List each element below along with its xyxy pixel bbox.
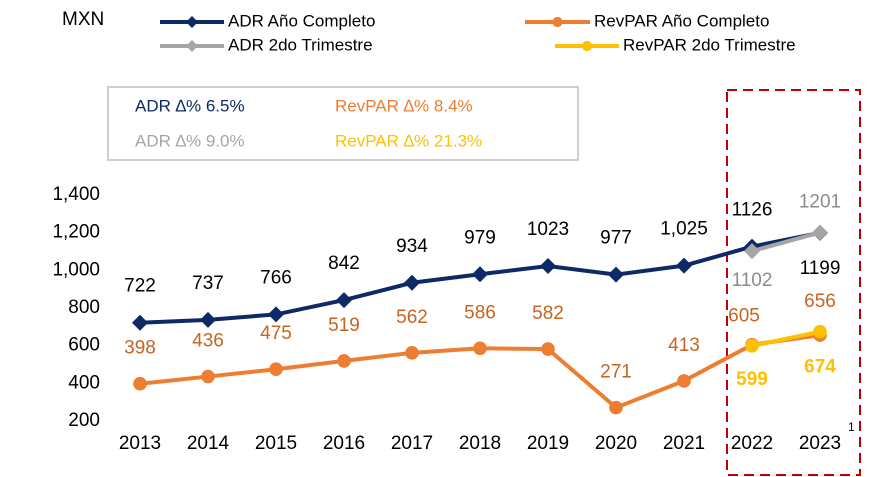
data-label: 934: [396, 236, 428, 257]
y-tick-label: 1,200: [52, 222, 100, 243]
marker: [201, 369, 215, 384]
y-tick-label: 400: [68, 372, 100, 393]
annotation-box: [107, 86, 579, 161]
x-tick-label: 2015: [255, 433, 297, 454]
marker: [541, 342, 555, 356]
data-label: 1199: [800, 258, 841, 279]
data-label: 586: [464, 302, 496, 323]
data-label: 977: [600, 228, 632, 249]
highlight-box: [726, 89, 861, 476]
marker: [186, 16, 198, 28]
data-label: 737: [192, 273, 224, 294]
y-tick-label: 200: [68, 410, 100, 431]
marker: [677, 374, 691, 388]
x-tick-label: 2017: [391, 433, 433, 454]
marker: [133, 376, 147, 391]
marker: [745, 339, 759, 353]
marker: [405, 346, 419, 360]
data-label: 562: [396, 307, 428, 328]
data-label: 1102: [732, 270, 773, 291]
x-tick-label: 2020: [595, 433, 637, 454]
marker: [540, 258, 556, 275]
legend-label: ADR 2do Trimestre: [228, 35, 373, 54]
annotation: RevPAR ∆% 8.4%: [335, 96, 473, 115]
data-label: 1126: [732, 200, 773, 221]
data-label: 722: [124, 276, 156, 297]
data-label: 398: [124, 338, 156, 359]
unit-label: MXN: [62, 9, 104, 30]
data-label: 519: [328, 315, 360, 336]
data-label: 979: [464, 227, 496, 248]
series-line: [751, 230, 821, 254]
y-tick-label: 800: [68, 297, 100, 318]
marker: [813, 324, 827, 339]
series-line: [751, 329, 821, 348]
data-label: 1,025: [660, 219, 708, 240]
annotation: RevPAR ∆% 21.3%: [335, 131, 482, 150]
legend-label: ADR Año Completo: [228, 11, 375, 30]
x-tick-label: 2022: [731, 433, 773, 454]
marker: [269, 362, 283, 377]
y-tick-label: 1,400: [52, 184, 100, 205]
marker: [744, 243, 760, 260]
legend-label: RevPAR Año Completo: [594, 11, 769, 30]
marker: [336, 292, 352, 309]
x-tick-label: 2021: [663, 433, 705, 454]
data-label: 413: [668, 335, 700, 356]
annotation: ADR ∆% 6.5%: [135, 96, 245, 115]
data-label: 656: [804, 291, 836, 312]
data-label: 605: [728, 306, 760, 327]
marker: [812, 224, 828, 241]
data-label: 766: [260, 267, 292, 288]
data-label: 436: [192, 331, 224, 352]
x-tick-label: 2014: [187, 433, 230, 454]
marker: [676, 257, 692, 274]
marker: [200, 311, 216, 328]
y-tick-label: 600: [68, 335, 100, 356]
marker: [608, 266, 624, 283]
footnote: 1: [848, 420, 855, 434]
marker: [186, 40, 198, 52]
marker: [268, 306, 284, 323]
y-tick-label: 1,000: [52, 259, 100, 280]
data-label: 271: [600, 362, 632, 383]
data-label: 475: [260, 323, 292, 344]
marker: [132, 314, 148, 331]
marker: [609, 400, 623, 415]
data-label: 1201: [799, 191, 841, 212]
x-tick-label: 2013: [119, 433, 161, 454]
marker: [404, 274, 420, 291]
marker: [473, 341, 487, 356]
x-tick-label: 2018: [459, 433, 501, 454]
x-tick-label: 2016: [323, 433, 365, 454]
marker: [581, 40, 593, 52]
marker: [472, 266, 488, 283]
data-label: 599: [736, 369, 768, 390]
data-label: 1023: [527, 219, 569, 240]
annotation: ADR ∆% 9.0%: [135, 131, 245, 150]
data-label: 842: [328, 253, 360, 274]
legend-label: RevPAR 2do Trimestre: [623, 35, 796, 54]
x-tick-label: 2019: [527, 433, 569, 454]
data-label: 674: [804, 357, 836, 378]
x-tick-label: 2023: [799, 433, 841, 454]
data-label: 582: [532, 303, 564, 324]
marker: [337, 354, 351, 368]
marker: [552, 16, 563, 28]
